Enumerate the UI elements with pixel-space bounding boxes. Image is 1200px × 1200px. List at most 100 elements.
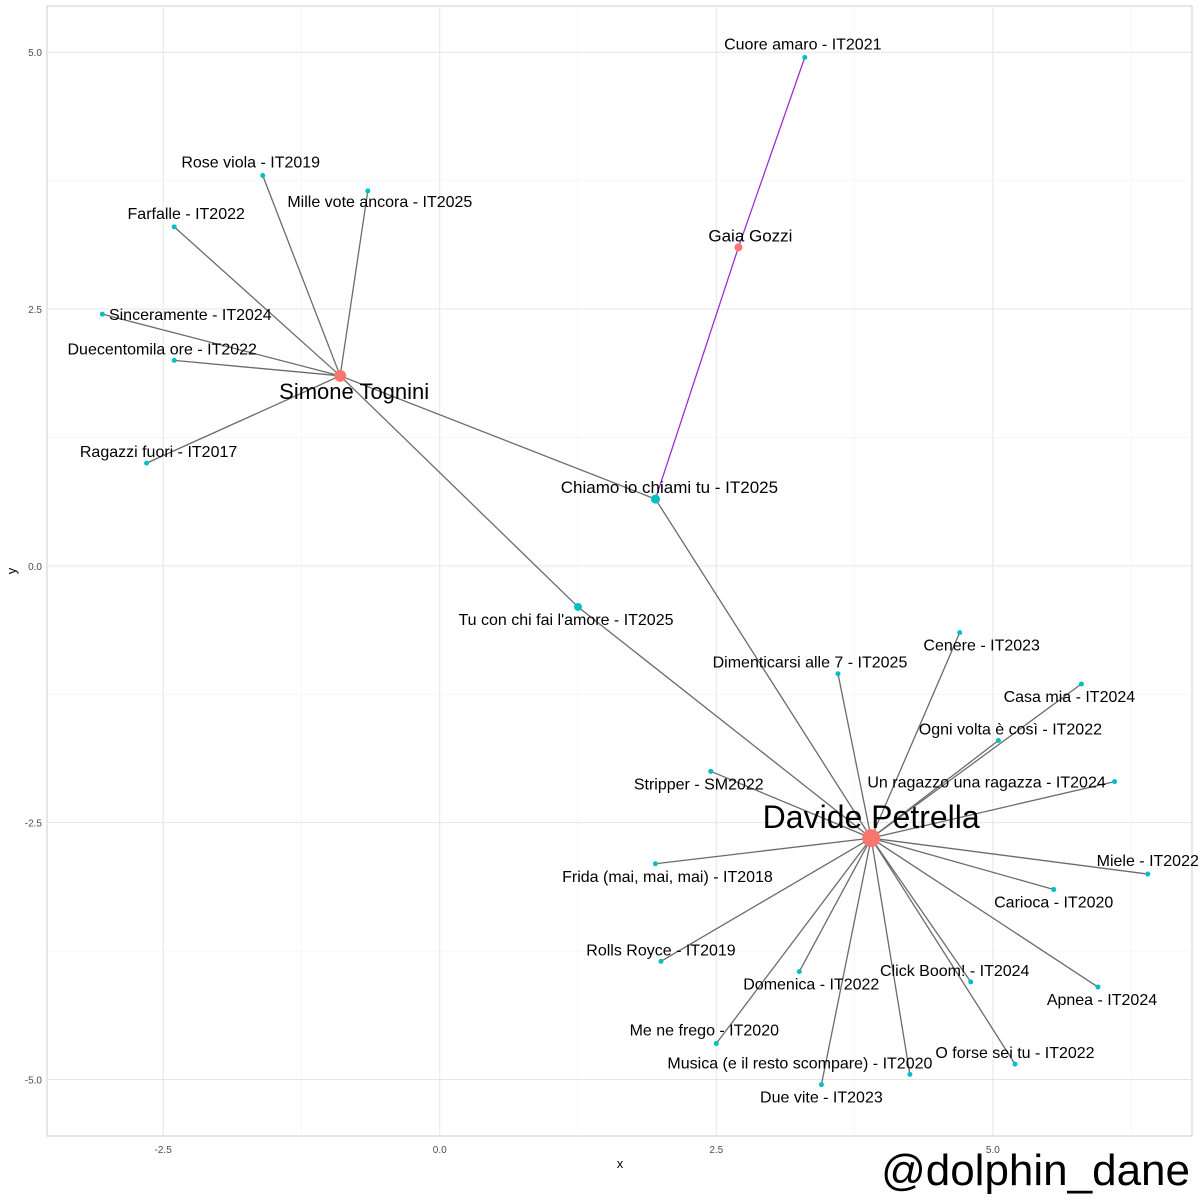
node-label: Simone Tognini xyxy=(279,379,429,404)
plot-panel xyxy=(46,5,1193,1137)
song-node xyxy=(713,1041,719,1047)
node-label: Ragazzi fuori - IT2017 xyxy=(80,444,238,461)
grid-lines xyxy=(47,6,1192,1136)
edge-line xyxy=(870,837,911,1075)
edge-line xyxy=(174,359,341,377)
song-node xyxy=(835,671,841,677)
song-node xyxy=(171,357,177,363)
song-node xyxy=(796,969,802,975)
song-node xyxy=(650,494,660,504)
node-label: Due vite - IT2023 xyxy=(760,1090,883,1107)
node-label: Farfalle - IT2022 xyxy=(128,206,245,223)
node-label: Domenica - IT2022 xyxy=(743,977,879,994)
node-label: Dimenticarsi alle 7 - IT2025 xyxy=(713,655,908,672)
edge-line xyxy=(660,837,872,962)
song-node xyxy=(1095,984,1101,990)
y-tick-label: 2.5 xyxy=(28,305,42,316)
edge-line xyxy=(870,739,999,839)
song-node xyxy=(260,173,266,178)
edge-line xyxy=(820,837,872,1085)
node-label: Mille vote ancora - IT2025 xyxy=(287,194,472,211)
song-node xyxy=(957,630,963,636)
node-label: Casa mia - IT2024 xyxy=(1004,689,1136,706)
node-label: Apnea - IT2024 xyxy=(1047,992,1157,1009)
artist-node xyxy=(734,243,743,252)
song-node xyxy=(995,738,1001,743)
song-node xyxy=(708,768,714,774)
song-node xyxy=(1012,1061,1018,1067)
song-node xyxy=(1112,779,1118,785)
nodes xyxy=(99,54,1151,1088)
edge-line xyxy=(654,247,740,500)
node-label: Miele - IT2022 xyxy=(1097,853,1199,870)
node-label: Cuore amaro - IT2021 xyxy=(724,36,882,53)
node-label: Carioca - IT2020 xyxy=(994,894,1113,911)
edge-line xyxy=(870,632,961,839)
artist-node xyxy=(334,369,347,382)
y-tick-label: -2.5 xyxy=(25,819,43,830)
node-labels: Davide Petrella Simone Tognini Gaia Gozzi C… xyxy=(68,36,1199,1106)
edge-line xyxy=(798,837,872,972)
song-node xyxy=(968,979,974,985)
x-tick-label: 0.0 xyxy=(433,1145,447,1156)
song-node xyxy=(652,861,658,867)
node-label: Davide Petrella xyxy=(763,799,980,835)
song-node xyxy=(907,1071,913,1077)
edge-line xyxy=(339,375,656,500)
edge-line xyxy=(837,673,872,839)
node-label: Musica (e il resto scompare) - IT2020 xyxy=(667,1055,932,1072)
node-label: Click Boom! - IT2024 xyxy=(880,963,1029,980)
node-label: Sinceramente - IT2024 xyxy=(109,307,272,324)
song-node xyxy=(1145,871,1151,877)
node-label: Stripper - SM2022 xyxy=(634,776,764,793)
edge-line xyxy=(870,837,1099,988)
edge-line xyxy=(870,837,1016,1065)
song-node xyxy=(99,311,105,317)
node-label: Cenere - IT2023 xyxy=(923,638,1040,655)
node-label: Frida (mai, mai, mai) - IT2018 xyxy=(562,869,773,886)
node-label: Gaia Gozzi xyxy=(708,226,792,245)
y-tick-label: 0.0 xyxy=(28,562,42,573)
node-label: Un ragazzo una ragazza - IT2024 xyxy=(867,775,1105,792)
song-node xyxy=(144,460,150,466)
watermark: @dolphin_dane xyxy=(881,1146,1190,1195)
song-node xyxy=(658,958,664,964)
node-label: Me ne frego - IT2020 xyxy=(630,1023,780,1040)
edge-line xyxy=(339,190,369,376)
edge-line xyxy=(710,770,872,839)
y-tick-label: -5.0 xyxy=(25,1076,43,1087)
song-node xyxy=(1051,886,1057,892)
edge-line xyxy=(871,837,1054,891)
edge-line xyxy=(173,226,341,377)
x-tick-label: 2.5 xyxy=(709,1145,723,1156)
edge-line xyxy=(871,837,1148,875)
node-label: Chiamo io chiami tu - IT2025 xyxy=(561,478,778,497)
node-label: O forse sei tu - IT2022 xyxy=(935,1045,1094,1062)
x-tick-label: 5.0 xyxy=(986,1145,1000,1156)
x-axis-title: x xyxy=(617,1156,624,1171)
edge-line xyxy=(655,837,872,865)
song-node xyxy=(1078,681,1084,687)
edge-line xyxy=(870,683,1082,839)
song-node xyxy=(365,188,371,194)
edge-line xyxy=(102,313,341,377)
edge-line xyxy=(715,837,872,1044)
node-label: Rolls Royce - IT2019 xyxy=(586,942,735,959)
node-label: Ogni volta è così - IT2022 xyxy=(919,722,1102,739)
node-label: Rose viola - IT2019 xyxy=(181,155,320,172)
edge-line xyxy=(871,780,1115,839)
y-axis-title: y xyxy=(4,567,19,574)
edge-line xyxy=(262,175,341,377)
edge-line xyxy=(870,837,972,983)
artist-node xyxy=(862,829,881,848)
song-node xyxy=(818,1082,824,1088)
x-tick-label: -2.5 xyxy=(155,1145,173,1156)
node-label: Duecentomila ore - IT2022 xyxy=(68,341,258,358)
edge-line xyxy=(577,606,872,839)
song-node xyxy=(574,602,583,611)
node-label: Tu con chi fai l'amore - IT2025 xyxy=(459,612,674,629)
song-node xyxy=(171,224,177,230)
axes: -2.5 0.0 2.5 5.0 5.0 2.5 0.0 -2.5 -5.0 xyxy=(25,48,1000,1156)
song-node xyxy=(802,54,808,60)
